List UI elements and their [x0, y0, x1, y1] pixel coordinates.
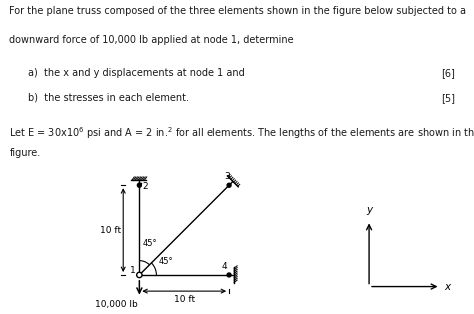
Text: [5]: [5] — [441, 93, 456, 103]
Circle shape — [227, 273, 231, 277]
Text: 3: 3 — [224, 172, 230, 181]
Text: 2: 2 — [143, 182, 148, 191]
Text: 45°: 45° — [143, 239, 157, 248]
Text: For the plane truss composed of the three elements shown in the figure below sub: For the plane truss composed of the thre… — [9, 6, 466, 16]
Text: 4: 4 — [222, 263, 228, 271]
Text: a)  the x and y displacements at node 1 and: a) the x and y displacements at node 1 a… — [28, 68, 245, 78]
Circle shape — [137, 272, 142, 278]
Text: 1: 1 — [129, 266, 135, 274]
Text: b)  the stresses in each element.: b) the stresses in each element. — [28, 93, 189, 103]
Text: y: y — [366, 205, 372, 215]
Text: 10 ft: 10 ft — [173, 295, 195, 304]
Text: 45°: 45° — [158, 257, 173, 266]
Circle shape — [137, 183, 141, 187]
Text: downward force of 10,000 lb applied at node 1, determine: downward force of 10,000 lb applied at n… — [9, 35, 294, 45]
Circle shape — [227, 183, 231, 187]
Text: x: x — [445, 282, 451, 292]
Text: figure.: figure. — [9, 148, 41, 158]
Text: [6]: [6] — [442, 68, 456, 78]
Text: 10,000 lb: 10,000 lb — [95, 300, 138, 309]
Text: 10 ft: 10 ft — [100, 226, 121, 235]
Text: Let E = 30x10$^6$ psi and A = 2 in.$^2$ for all elements. The lengths of the ele: Let E = 30x10$^6$ psi and A = 2 in.$^2$ … — [9, 125, 474, 141]
